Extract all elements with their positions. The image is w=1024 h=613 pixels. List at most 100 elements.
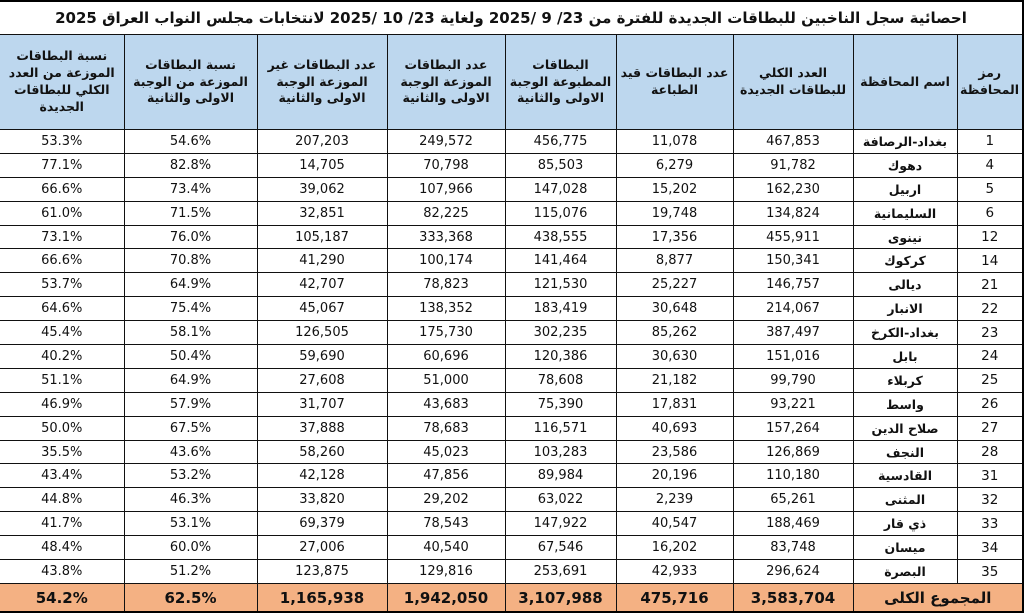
cell-undistributed-cards: 42,128 xyxy=(256,463,388,489)
cell-pct-distributed-batch: 76.0% xyxy=(123,224,258,250)
cell-printed-cards: 147,922 xyxy=(504,511,617,537)
cell-governorate-code: 5 xyxy=(956,176,1024,202)
cell-distributed-cards: 70,798 xyxy=(386,152,506,178)
cell-undistributed-cards: 126,505 xyxy=(256,320,388,346)
cell-pct-distributed-batch: 60.0% xyxy=(123,535,258,561)
total-pct-distributed-batch: 62.5% xyxy=(123,583,258,613)
cell-pct-distributed-batch: 71.5% xyxy=(123,200,258,226)
cell-total-new-cards: 134,824 xyxy=(732,200,854,226)
table-row: 14 كركوك 150,341 8,877 141,464 100,174 41,290 7… xyxy=(0,248,1024,274)
cell-cards-in-printing: 20,196 xyxy=(615,463,734,489)
cell-distributed-cards: 107,966 xyxy=(386,176,506,202)
cell-total-new-cards: 151,016 xyxy=(732,344,854,369)
col-header-cards-in-printing: عدد البطاقات قيد الطباعة xyxy=(615,34,734,130)
cell-distributed-cards: 100,174 xyxy=(386,248,506,274)
cell-cards-in-printing: 17,356 xyxy=(615,224,734,250)
cell-pct-distributed-total: 64.6% xyxy=(0,296,125,322)
cell-total-new-cards: 214,067 xyxy=(732,296,854,322)
cell-pct-distributed-total: 44.8% xyxy=(0,487,125,513)
cell-governorate-code: 6 xyxy=(956,200,1024,226)
cell-governorate-code: 34 xyxy=(956,535,1024,561)
cell-cards-in-printing: 40,693 xyxy=(615,415,734,441)
cell-undistributed-cards: 59,690 xyxy=(256,344,388,369)
title-row: احصائية سجل الناخبين للبطاقات الجديدة لل… xyxy=(0,0,1024,35)
cell-printed-cards: 121,530 xyxy=(504,272,617,298)
cell-pct-distributed-batch: 73.4% xyxy=(123,176,258,202)
cell-cards-in-printing: 16,202 xyxy=(615,535,734,561)
cell-distributed-cards: 129,816 xyxy=(386,559,506,584)
cell-printed-cards: 115,076 xyxy=(504,200,617,226)
cell-undistributed-cards: 45,067 xyxy=(256,296,388,322)
totals-row: المجموع الكلى 3,583,704 475,716 3,107,98… xyxy=(0,583,1024,613)
cell-undistributed-cards: 27,006 xyxy=(256,535,388,561)
total-cards-in-printing: 475,716 xyxy=(615,583,734,613)
cell-governorate-name: النجف xyxy=(852,439,958,465)
cell-governorate-code: 35 xyxy=(956,559,1024,584)
cell-pct-distributed-total: 66.6% xyxy=(0,176,125,202)
cell-printed-cards: 85,503 xyxy=(504,152,617,178)
cell-distributed-cards: 138,352 xyxy=(386,296,506,322)
cell-distributed-cards: 249,572 xyxy=(386,129,506,154)
cell-pct-distributed-batch: 75.4% xyxy=(123,296,258,322)
cell-governorate-name: بغداد-الرصافة xyxy=(852,129,958,154)
cell-pct-distributed-batch: 43.6% xyxy=(123,439,258,465)
col-header-governorate-code: رمز المحافظة xyxy=(956,34,1024,130)
table-row: 34 ميسان 83,748 16,202 67,546 40,540 27,006 60.… xyxy=(0,535,1024,561)
cell-undistributed-cards: 41,290 xyxy=(256,248,388,274)
cell-cards-in-printing: 21,182 xyxy=(615,367,734,393)
cell-distributed-cards: 78,683 xyxy=(386,415,506,441)
cell-pct-distributed-batch: 54.6% xyxy=(123,129,258,154)
cell-undistributed-cards: 207,203 xyxy=(256,129,388,154)
cell-governorate-name: القادسية xyxy=(852,463,958,489)
cell-printed-cards: 116,571 xyxy=(504,415,617,441)
cell-governorate-code: 32 xyxy=(956,487,1024,513)
cell-governorate-name: السليمانية xyxy=(852,200,958,226)
cell-pct-distributed-batch: 50.4% xyxy=(123,344,258,369)
cell-printed-cards: 67,546 xyxy=(504,535,617,561)
col-header-distributed-cards: عدد البطاقات الموزعة الوجبة الاولى والثا… xyxy=(386,34,506,130)
table-row: 26 واسط 93,221 17,831 75,390 43,683 31,707 57.9… xyxy=(0,391,1024,417)
cell-cards-in-printing: 30,630 xyxy=(615,344,734,369)
cell-distributed-cards: 29,202 xyxy=(386,487,506,513)
table-row: 28 النجف 126,869 23,586 103,283 45,023 58,260 4… xyxy=(0,439,1024,465)
col-header-governorate-name: اسم المحافظة xyxy=(852,34,958,130)
cell-governorate-name: المثنى xyxy=(852,487,958,513)
cell-total-new-cards: 93,221 xyxy=(732,391,854,417)
cell-pct-distributed-total: 45.4% xyxy=(0,320,125,346)
cell-cards-in-printing: 40,547 xyxy=(615,511,734,537)
cell-printed-cards: 103,283 xyxy=(504,439,617,465)
cell-total-new-cards: 296,624 xyxy=(732,559,854,584)
cell-distributed-cards: 45,023 xyxy=(386,439,506,465)
table-row: 1 بغداد-الرصافة 467,853 11,078 456,775 249,57… xyxy=(0,129,1024,154)
cell-governorate-code: 4 xyxy=(956,152,1024,178)
cell-pct-distributed-total: 77.1% xyxy=(0,152,125,178)
table-row: 25 كربلاء 99,790 21,182 78,608 51,000 27,608 64… xyxy=(0,367,1024,393)
cell-pct-distributed-total: 51.1% xyxy=(0,367,125,393)
cell-total-new-cards: 91,782 xyxy=(732,152,854,178)
cell-total-new-cards: 126,869 xyxy=(732,439,854,465)
cell-cards-in-printing: 25,227 xyxy=(615,272,734,298)
cell-governorate-name: كركوك xyxy=(852,248,958,274)
cell-distributed-cards: 51,000 xyxy=(386,367,506,393)
cell-undistributed-cards: 27,608 xyxy=(256,367,388,393)
cell-total-new-cards: 150,341 xyxy=(732,248,854,274)
cell-pct-distributed-total: 53.7% xyxy=(0,272,125,298)
cell-total-new-cards: 146,757 xyxy=(732,272,854,298)
cell-governorate-name: نينوى xyxy=(852,224,958,250)
cell-total-new-cards: 188,469 xyxy=(732,511,854,537)
cell-governorate-code: 27 xyxy=(956,415,1024,441)
table-row: 27 صلاح الدين 157,264 40,693 116,571 78,683 37… xyxy=(0,415,1024,441)
cell-governorate-name: ميسان xyxy=(852,535,958,561)
cell-pct-distributed-batch: 53.1% xyxy=(123,511,258,537)
cell-pct-distributed-total: 43.8% xyxy=(0,559,125,584)
table-row: 6 السليمانية 134,824 19,748 115,076 82,225 32,… xyxy=(0,200,1024,226)
cell-governorate-code: 14 xyxy=(956,248,1024,274)
cell-total-new-cards: 99,790 xyxy=(732,367,854,393)
col-header-printed-cards: البطاقات المطبوعة الوجبة الاولى والثانية xyxy=(504,34,617,130)
cell-cards-in-printing: 15,202 xyxy=(615,176,734,202)
cell-governorate-name: البصرة xyxy=(852,559,958,584)
total-pct-distributed-total: 54.2% xyxy=(0,583,125,613)
cell-total-new-cards: 162,230 xyxy=(732,176,854,202)
cell-governorate-name: ذي قار xyxy=(852,511,958,537)
